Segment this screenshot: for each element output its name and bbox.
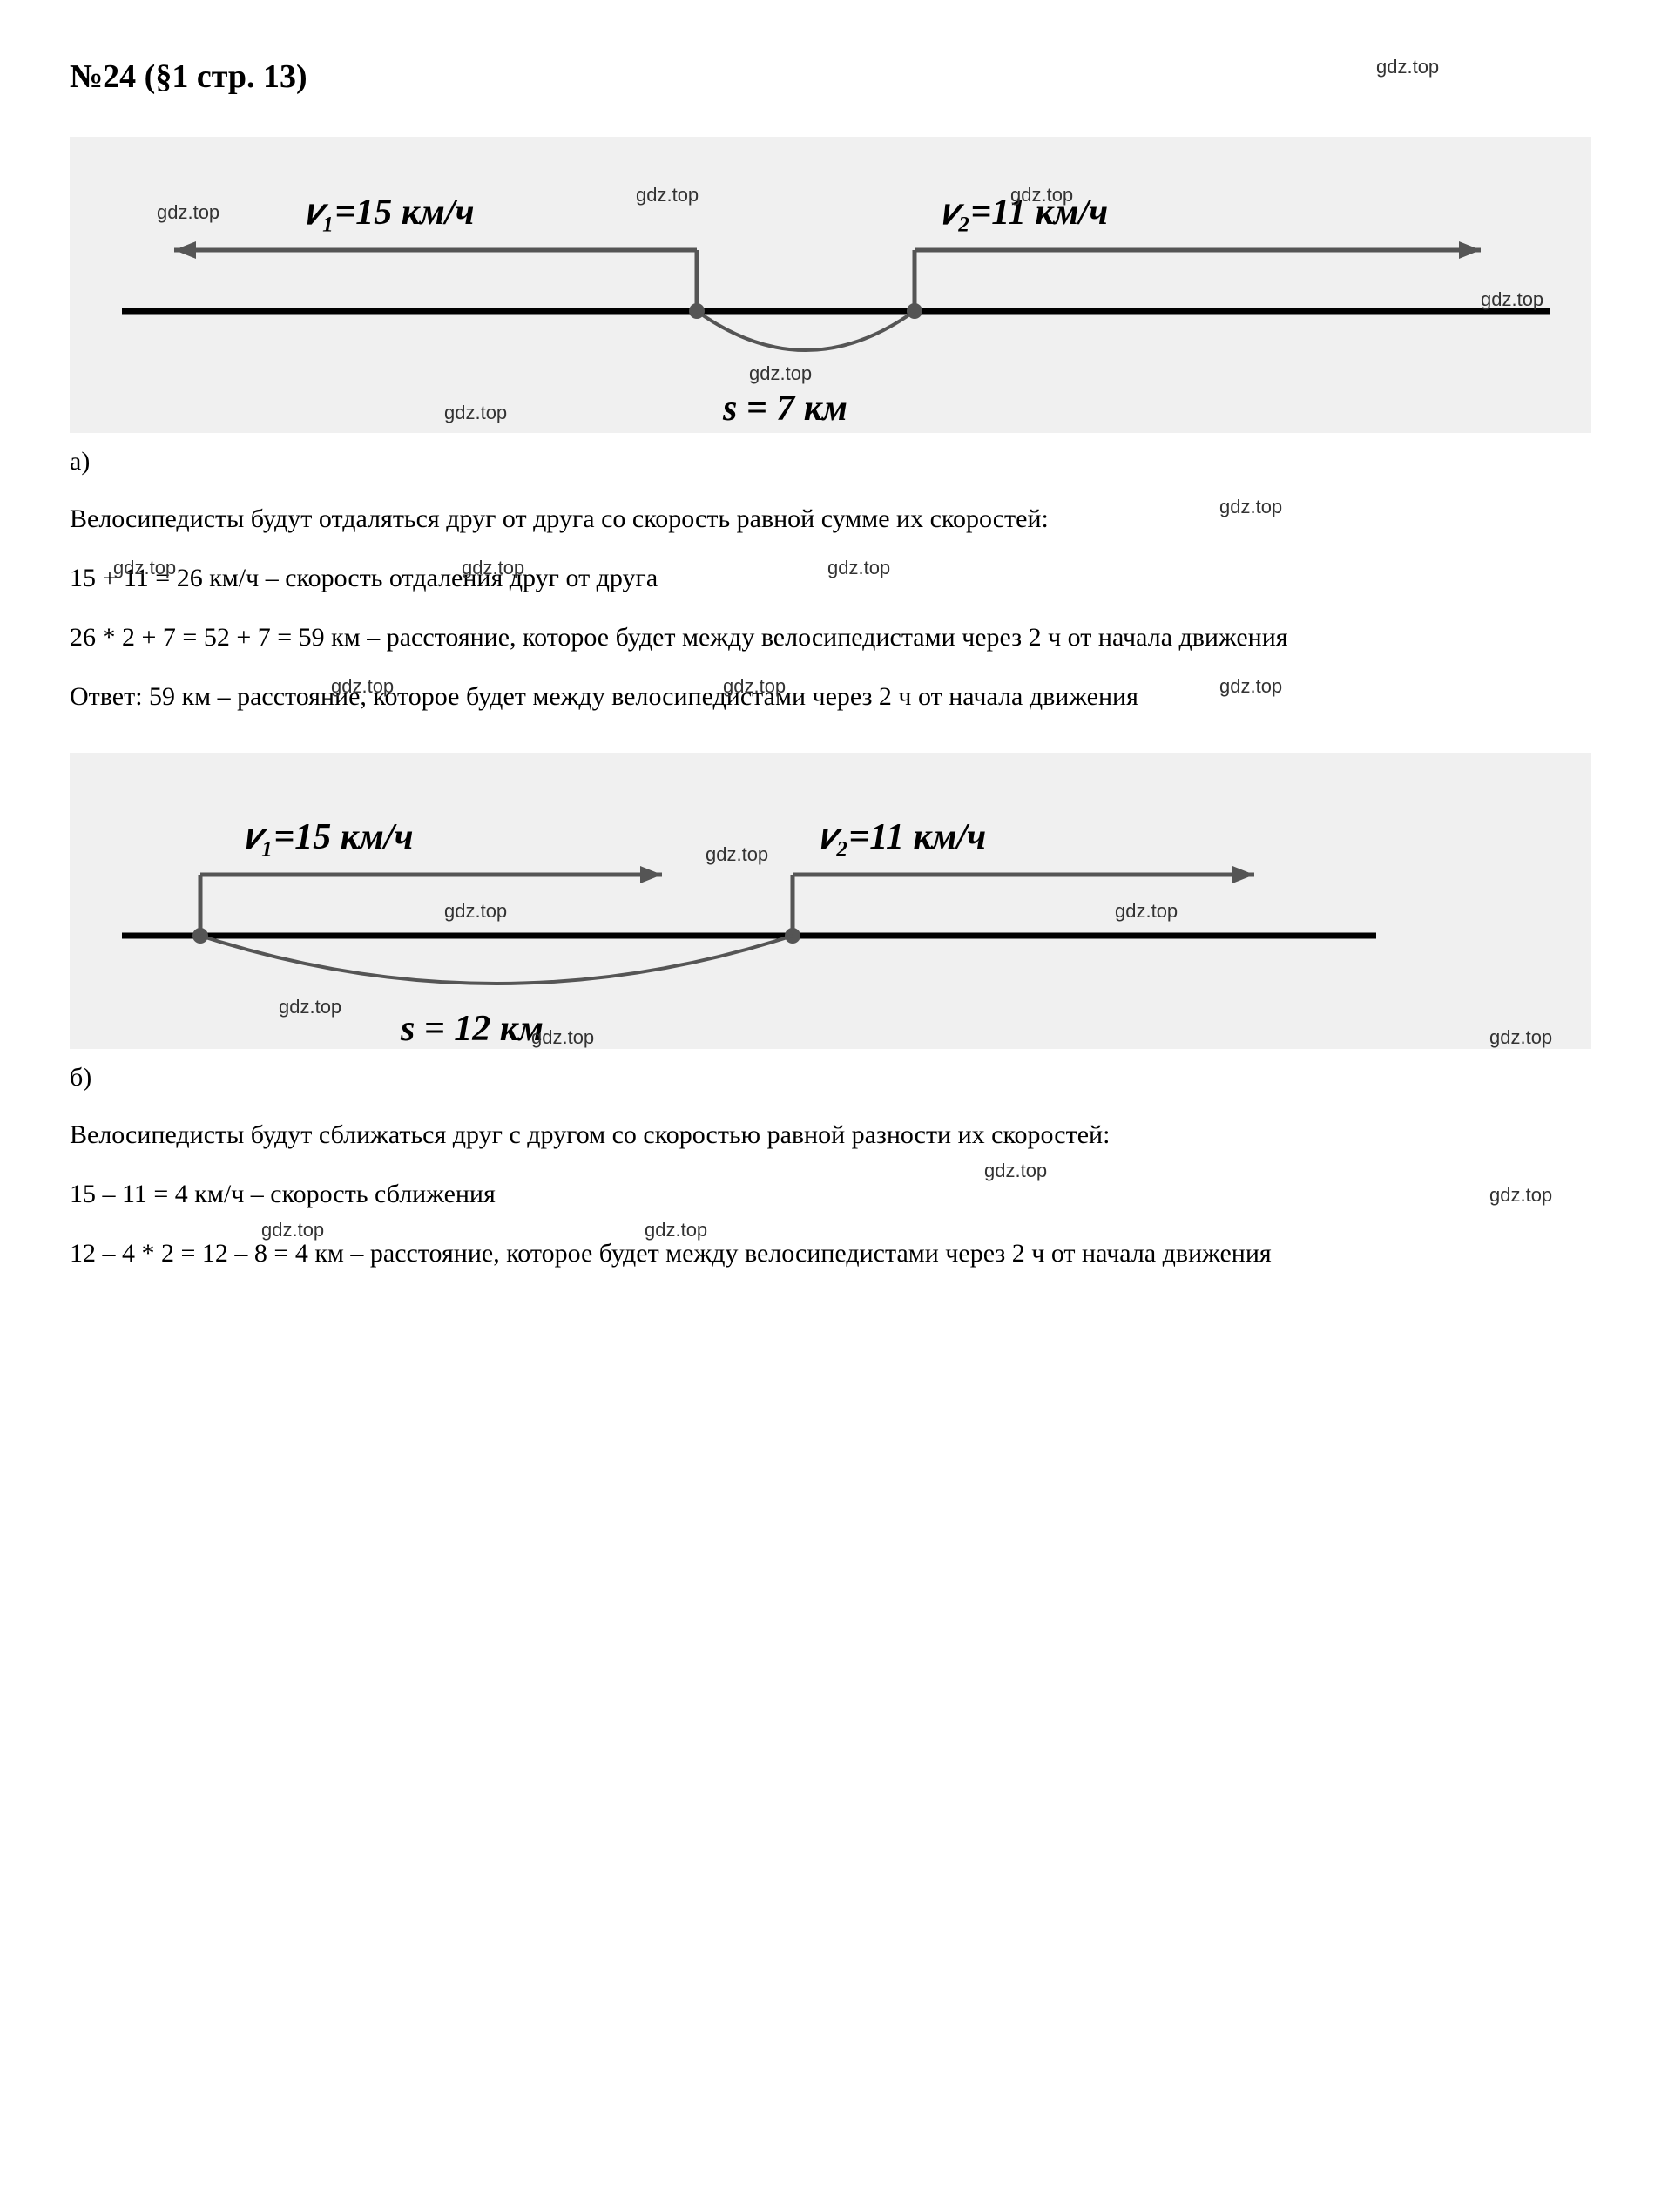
para-a1-text: Велосипедисты будут отдаляться друг от д… <box>70 504 1049 533</box>
watermark: gdz.top <box>1376 52 1439 81</box>
arc-b <box>200 936 793 984</box>
watermark: gdz.top <box>723 672 786 700</box>
watermark: gdz.top <box>462 553 524 582</box>
title-text: №24 (§1 стр. 13) <box>70 58 307 95</box>
sub-label-a: а) <box>70 442 1591 481</box>
v1-label-b: 𝑣₁=15 км/ч <box>244 817 414 857</box>
watermark: gdz.top <box>1115 896 1178 925</box>
watermark: gdz.top <box>1489 1023 1552 1052</box>
watermark: gdz.top <box>636 180 699 209</box>
answer-a: Ответ: 59 км – расстояние, которое будет… <box>70 676 1591 718</box>
watermark: gdz.top <box>706 840 768 869</box>
watermark: gdz.top <box>1219 672 1282 700</box>
v2-label-b: 𝑣₂=11 км/ч <box>819 817 986 857</box>
paragraph-a1: Велосипедисты будут отдаляться друг от д… <box>70 498 1591 540</box>
watermark: gdz.top <box>645 1215 707 1244</box>
watermark: gdz.top <box>444 896 507 925</box>
arrow-b-right-head <box>1232 866 1254 883</box>
watermark: gdz.top <box>1489 1180 1552 1209</box>
watermark: gdz.top <box>1481 285 1543 314</box>
watermark: gdz.top <box>157 198 219 227</box>
watermark: gdz.top <box>113 553 176 582</box>
watermark: gdz.top <box>444 398 507 427</box>
page-title: №24 (§1 стр. 13) gdz.top <box>70 52 1591 102</box>
calc-b1: 15 – 11 = 4 км/ч – скорость сближения <box>70 1174 1591 1215</box>
watermark: gdz.top <box>331 672 394 700</box>
watermark: gdz.top <box>827 553 890 582</box>
watermark: gdz.top <box>279 992 341 1021</box>
watermark: gdz.top <box>1010 180 1073 209</box>
s-label: s = 7 км <box>722 389 847 429</box>
s-label-b: s = 12 км <box>400 1009 544 1049</box>
paragraph-b1: Велосипедисты будут сближаться друг с др… <box>70 1114 1591 1156</box>
watermark: gdz.top <box>1219 491 1282 522</box>
calc-a2: 26 * 2 + 7 = 52 + 7 = 59 км – расстояние… <box>70 617 1591 659</box>
arrow-left-head <box>174 241 196 259</box>
v1-label: 𝑣₁=15 км/ч <box>305 193 475 233</box>
diagram-b: 𝑣₁=15 км/ч 𝑣₂=11 км/ч s = 12 км gdz.top … <box>70 753 1591 1049</box>
watermark: gdz.top <box>531 1023 594 1052</box>
watermark: gdz.top <box>749 359 812 388</box>
arc <box>697 311 915 350</box>
diagram-a-svg: 𝑣₁=15 км/ч 𝑣₂=11 км/ч s = 7 км <box>70 137 1591 433</box>
arrow-b-left-head <box>640 866 662 883</box>
sub-label-b: б) <box>70 1058 1591 1097</box>
arrow-right-head <box>1459 241 1481 259</box>
watermark: gdz.top <box>261 1215 324 1244</box>
diagram-a: 𝑣₁=15 км/ч 𝑣₂=11 км/ч s = 7 км gdz.top g… <box>70 137 1591 433</box>
